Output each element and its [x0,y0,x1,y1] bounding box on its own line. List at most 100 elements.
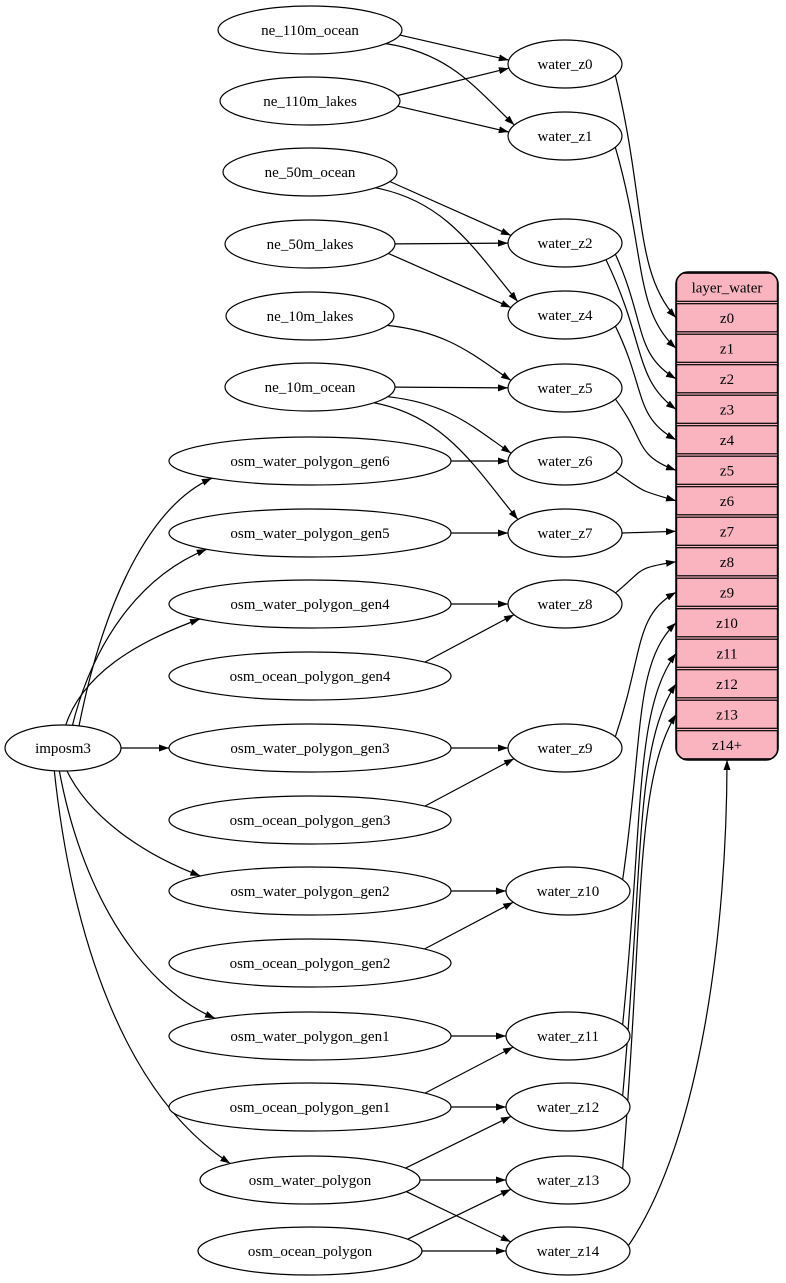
node-shape-osm_water_polygon_gen1 [168,1011,452,1061]
node-shape-osm_water_polygon_gen5 [168,508,452,558]
edge-ne_10m_ocean-to-water_z7 [373,402,519,520]
table-cell-z3 [676,394,778,424]
node-label-osm_water_polygon_gen1: osm_water_polygon_gen1 [230,1029,389,1045]
table-cell-z9 [676,577,778,607]
edge-osm_ocean_polygon_gen4-to-water_z8 [424,614,515,663]
node-shape-water_z14 [505,1226,631,1276]
edge-ne_10m_ocean-to-water_z6 [387,396,512,454]
edge-ne_110m_ocean-to-water_z0 [399,34,509,62]
edge-imposm3-to-osm_water_polygon [53,767,231,1165]
edge-ne_110m_lakes-to-water_z0 [397,67,510,97]
node-shape-osm_ocean_polygon [197,1226,423,1276]
node-label-osm_ocean_polygon_gen2: osm_ocean_polygon_gen2 [230,956,391,972]
table-row-label-z4: z4 [720,433,735,449]
node-osm_ocean_polygon_gen1: osm_ocean_polygon_gen1 [168,1082,452,1132]
node-water_z6: water_z6 [507,436,623,486]
table-cell-z11 [676,638,778,668]
node-water_z13: water_z13 [505,1155,631,1205]
node-label-water_z4: water_z4 [538,308,593,324]
table-cell-z13 [676,699,778,729]
node-osm_water_polygon_gen3: osm_water_polygon_gen3 [168,723,452,773]
node-osm_water_polygon_gen4: osm_water_polygon_gen4 [168,579,452,629]
node-shape-ne_110m_lakes [219,76,401,126]
edge-water_z4-to-z4 [614,325,677,441]
table-row-label-z8: z8 [720,555,734,571]
node-water_z7: water_z7 [507,508,623,558]
node-imposm3: imposm3 [4,724,122,772]
node-water_z10: water_z10 [505,866,631,916]
node-water_z14: water_z14 [505,1226,631,1276]
node-label-ne_50m_lakes: ne_50m_lakes [267,237,354,253]
table-cell-z0 [676,303,778,333]
node-label-osm_water_polygon_gen4: osm_water_polygon_gen4 [230,597,390,613]
node-label-ne_110m_ocean: ne_110m_ocean [261,23,359,39]
table-row-label-z3: z3 [720,402,734,418]
node-shape-ne_50m_lakes [224,219,396,269]
node-label-water_z9: water_z9 [538,741,593,757]
edge-water_z7-to-z7 [621,528,677,536]
edge-imposm3-to-osm_water_polygon_gen1 [58,768,216,1019]
edge-water_z8-to-z8 [614,559,677,594]
node-label-osm_water_polygon: osm_water_polygon [249,1173,372,1189]
node-water_z12: water_z12 [505,1082,631,1132]
node-label-ne_10m_ocean: ne_10m_ocean [265,380,356,396]
node-shape-osm_water_polygon_gen2 [168,866,452,916]
edge-osm_ocean_polygon_gen3-to-water_z9 [424,758,515,807]
nodes: ne_110m_ocean ne_110m_lakes ne_50m_oceanne… [4,5,631,1276]
node-shape-water_z8 [507,579,623,629]
edge-osm_water_polygon-to-water_z14 [405,1191,511,1243]
node-shape-water_z11 [505,1011,631,1061]
node-ne_10m_ocean: ne_10m_ocean [224,362,396,412]
node-shape-water_z7 [507,508,623,558]
node-water_z9: water_z9 [507,723,623,773]
node-osm_ocean_polygon: osm_ocean_polygon [197,1226,423,1276]
node-label-water_z10: water_z10 [537,884,599,900]
edge-water_z2-to-z3 [605,259,677,410]
node-shape-osm_water_polygon_gen6 [168,436,452,486]
table-row-label-z11: z11 [716,647,737,663]
node-ne_110m_lakes: ne_110m_lakes [219,76,401,126]
node-ne_50m_lakes: ne_50m_lakes [224,219,396,269]
table-row-label-z7: z7 [720,525,735,541]
node-osm_ocean_polygon_gen4: osm_ocean_polygon_gen4 [168,651,452,701]
node-shape-osm_ocean_polygon_gen1 [168,1082,452,1132]
node-osm_water_polygon_gen2: osm_water_polygon_gen2 [168,866,452,916]
node-shape-water_z10 [505,866,631,916]
edge-water_z0-to-z0 [614,74,677,319]
table-layer-water: layer_water z0 z1 z2 z3 z4 z5 z6 z7 z8 z9 z10 z11 z12… [675,271,779,761]
node-shape-osm_water_polygon_gen4 [168,579,452,629]
table-cell-z5 [676,455,778,485]
node-osm_water_polygon_gen1: osm_water_polygon_gen1 [168,1011,452,1061]
node-label-osm_ocean_polygon_gen1: osm_ocean_polygon_gen1 [230,1100,391,1116]
node-shape-water_z13 [505,1155,631,1205]
node-osm_ocean_polygon_gen3: osm_ocean_polygon_gen3 [168,795,452,845]
edge-water_z1-to-z1 [614,146,677,349]
edge-water_z2-to-z2 [614,253,677,380]
table-row-label-z2: z2 [720,372,734,388]
edge-ne_50m_lakes-to-water_z2 [394,239,509,247]
node-label-water_z12: water_z12 [537,1100,599,1116]
node-shape-imposm3 [4,724,122,772]
table-row-label-z5: z5 [720,463,734,479]
node-label-water_z1: water_z1 [538,129,593,145]
edge-water_z12-to-z12 [622,683,677,1097]
node-label-ne_50m_ocean: ne_50m_ocean [265,165,356,181]
edge-imposm3-to-osm_water_polygon_gen4 [64,618,201,728]
table-row-label-z10: z10 [716,616,738,632]
table-row-label-z12: z12 [716,677,738,693]
node-shape-ne_10m_ocean [224,362,396,412]
edge-imposm3-to-osm_water_polygon_gen6 [78,477,213,727]
edge-osm_ocean_polygon_gen2-to-water_z10 [424,901,514,950]
node-osm_water_polygon: osm_water_polygon [199,1155,421,1205]
node-label-water_z0: water_z0 [538,57,593,73]
edge-water_z6-to-z6 [614,471,677,502]
edge-water_z14-to-z14+ [628,759,731,1246]
table-row-label-z1: z1 [720,341,734,357]
node-water_z1: water_z1 [507,111,623,161]
table-row-label-z6: z6 [720,494,735,510]
node-label-ne_10m_lakes: ne_10m_lakes [267,309,354,325]
node-shape-osm_ocean_polygon_gen2 [168,938,452,988]
node-osm_water_polygon_gen6: osm_water_polygon_gen6 [168,436,452,486]
node-water_z5: water_z5 [507,363,623,413]
node-label-water_z2: water_z2 [538,236,593,252]
